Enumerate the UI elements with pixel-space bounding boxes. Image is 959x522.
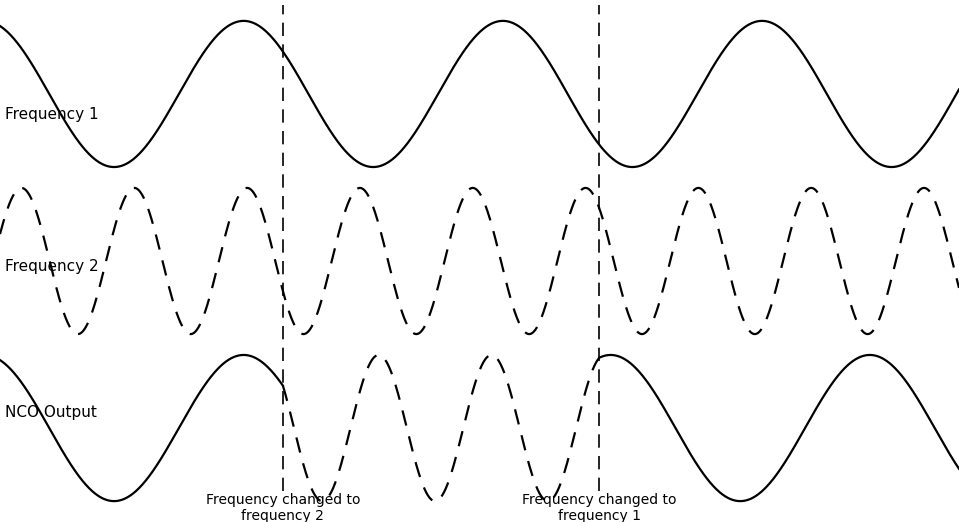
Text: Frequency changed to
frequency 1: Frequency changed to frequency 1 (522, 493, 677, 522)
Text: Frequency 1: Frequency 1 (5, 108, 99, 122)
Text: NCO Output: NCO Output (5, 405, 97, 420)
Text: Frequency 2: Frequency 2 (5, 259, 99, 274)
Text: Frequency changed to
frequency 2: Frequency changed to frequency 2 (205, 493, 361, 522)
